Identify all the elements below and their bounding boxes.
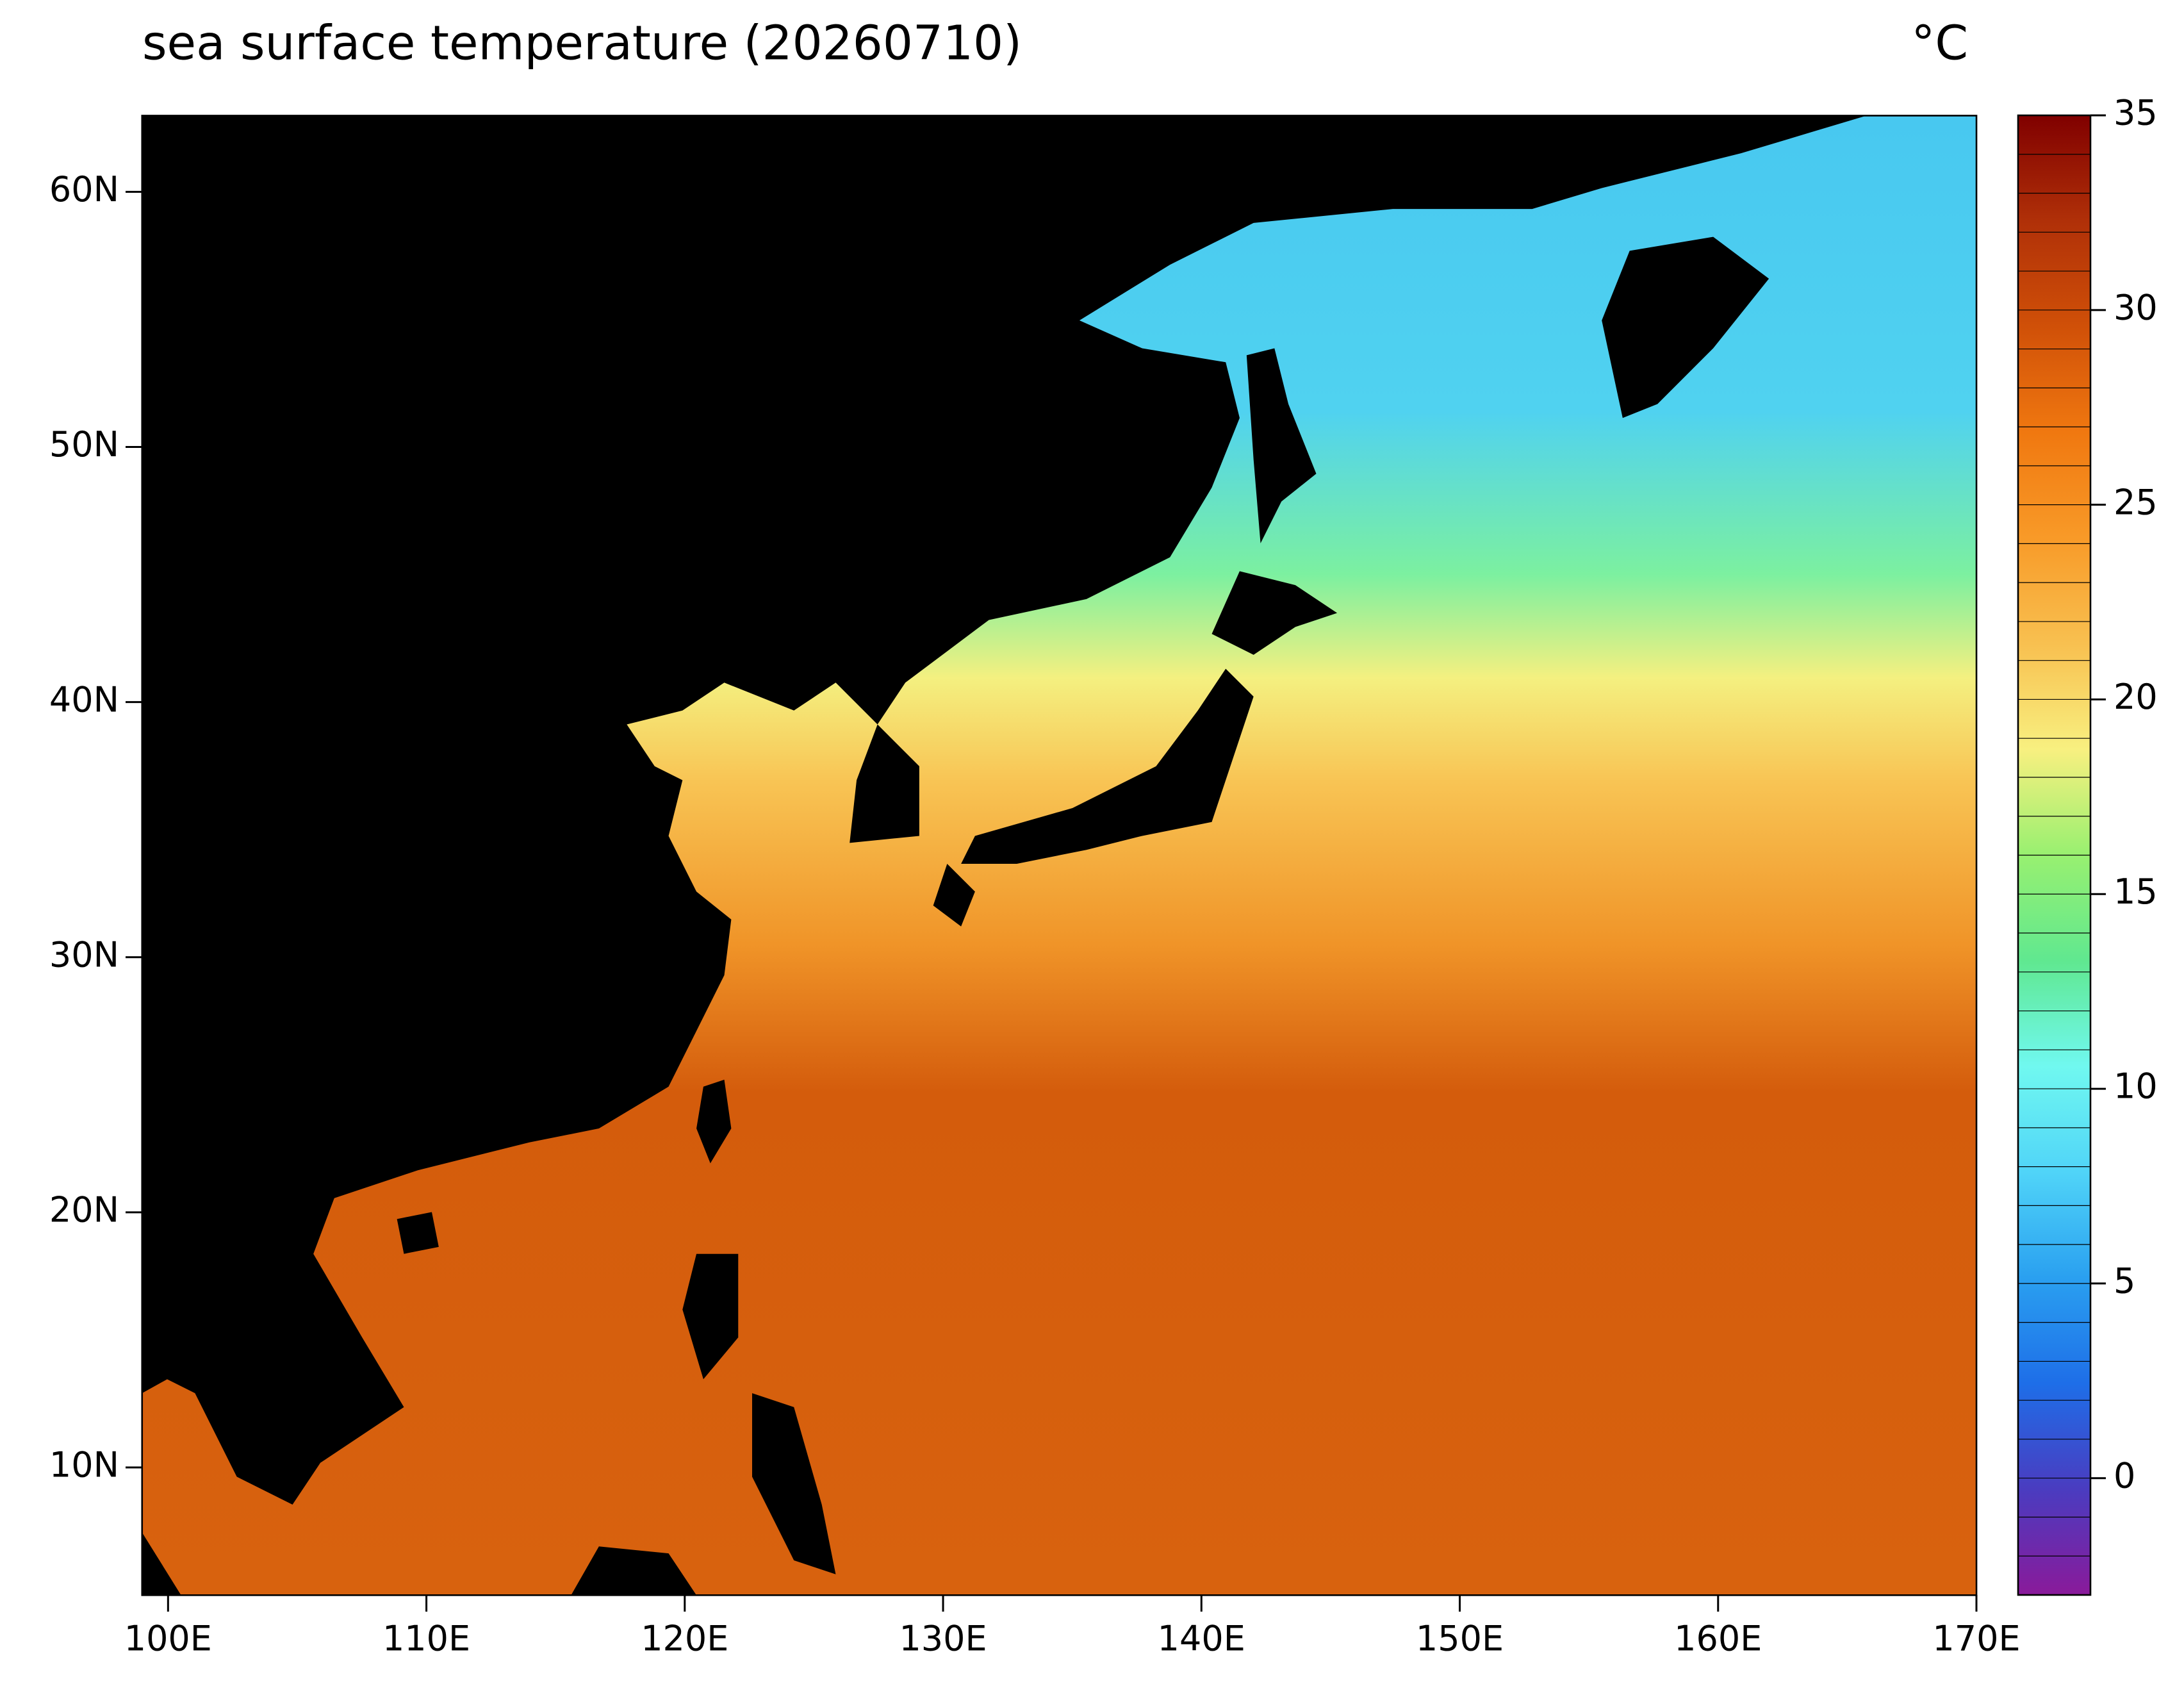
- map: [141, 115, 1978, 1596]
- x-tick-label: 110E: [382, 1619, 470, 1659]
- x-tick-label: 100E: [124, 1619, 212, 1659]
- chart-title: sea surface temperature (20260710): [142, 16, 1022, 71]
- x-tick-label: 160E: [1674, 1619, 1762, 1659]
- y-tick-label: 20N: [49, 1189, 119, 1230]
- y-tick-label: 60N: [49, 169, 119, 210]
- y-tick-label: 10N: [49, 1445, 119, 1485]
- x-tick-label: 120E: [641, 1619, 728, 1659]
- y-tick-label: 30N: [49, 934, 119, 975]
- y-tick-label: 40N: [49, 679, 119, 720]
- map-frame: [141, 115, 1978, 1596]
- x-tick-label: 150E: [1416, 1619, 1504, 1659]
- colorbar-tick-label: 20: [2114, 677, 2158, 717]
- colorbar-tick-label: 25: [2114, 482, 2158, 522]
- colorbar-tick-label: 0: [2114, 1455, 2135, 1496]
- colorbar-tick-label: 30: [2114, 287, 2158, 327]
- colorbar-tick-label: 15: [2114, 871, 2158, 912]
- colorbar-tick-label: 5: [2114, 1261, 2135, 1301]
- land: [142, 115, 1867, 1596]
- x-tick-label: 170E: [1932, 1619, 2020, 1659]
- unit-label: °C: [1911, 16, 1968, 71]
- colorbar-tick-label: 35: [2114, 93, 2158, 133]
- y-tick-label: 50N: [49, 424, 119, 465]
- x-tick-label: 140E: [1158, 1619, 1245, 1659]
- colorbar-frame: [2017, 114, 2092, 1596]
- colorbar-tick-label: 10: [2114, 1066, 2158, 1107]
- x-tick-label: 130E: [899, 1619, 987, 1659]
